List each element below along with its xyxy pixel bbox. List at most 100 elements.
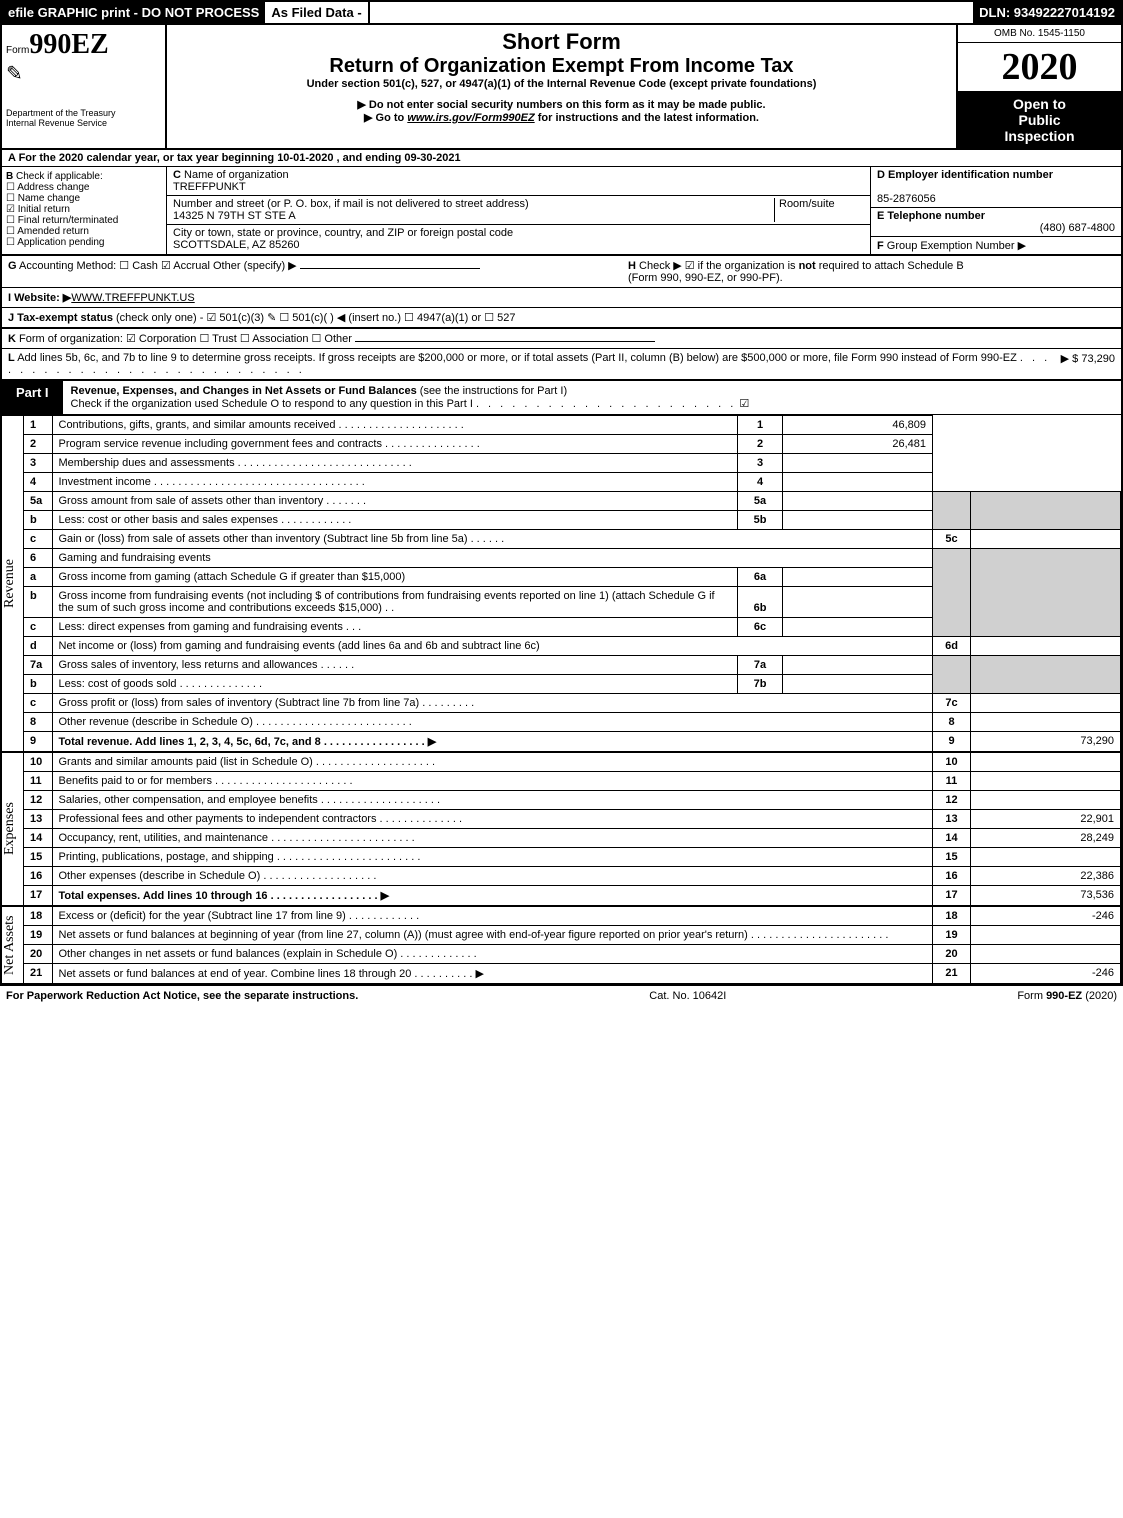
line-desc: Other expenses (describe in Schedule O) … (52, 867, 933, 886)
table-row: cGain or (loss) from sale of assets othe… (24, 530, 1121, 549)
addr-value: 14325 N 79TH ST STE A (173, 210, 296, 222)
e-label: E Telephone number (877, 210, 985, 222)
part1-check-dots: . . . . . . . . . . . . . . . . . . . . … (476, 398, 736, 410)
line-no: 18 (933, 907, 971, 926)
chk-amended[interactable]: ☐ (6, 226, 15, 237)
inner-val (783, 618, 933, 637)
col-d-ein: D Employer identification number 85-2876… (871, 167, 1121, 254)
line-amount: 26,481 (783, 435, 933, 454)
expenses-vlabel: Expenses (2, 752, 24, 906)
line-num: a (24, 568, 52, 587)
line-desc: Printing, publications, postage, and shi… (52, 848, 933, 867)
inner-box: 6a (738, 568, 783, 587)
c-label: C (173, 169, 181, 181)
line-no (933, 656, 971, 675)
line-num: c (24, 694, 52, 713)
line-desc: Net income or (loss) from gaming and fun… (52, 637, 933, 656)
table-row: 2Program service revenue including gover… (24, 435, 1121, 454)
line-desc: Gross income from fundraising events (no… (52, 587, 738, 618)
instructions-post: for instructions and the latest informat… (535, 112, 759, 124)
chk-pending[interactable]: ☐ (6, 237, 15, 248)
line-no: 17 (933, 886, 971, 906)
inner-box: 5b (738, 511, 783, 530)
chk-name[interactable]: ☐ (6, 193, 15, 204)
line-amount (971, 511, 1121, 530)
col-b-checkboxes: B Check if applicable: ☐ Address change … (2, 167, 167, 254)
line-amount: -246 (971, 907, 1121, 926)
line-desc: Total expenses. Add lines 10 through 16 … (52, 886, 933, 906)
line-num: 11 (24, 772, 52, 791)
chk-address[interactable]: ☐ (6, 182, 15, 193)
inner-box: 7b (738, 675, 783, 694)
d-label: D Employer identification number (877, 169, 1053, 181)
g-label: G (8, 260, 17, 272)
inner-val (783, 511, 933, 530)
section-b-row: B Check if applicable: ☐ Address change … (2, 167, 1121, 256)
expenses-section: Expenses 10Grants and similar amounts pa… (2, 752, 1121, 906)
dept-irs: Internal Revenue Service (6, 118, 161, 128)
line-num: 21 (24, 964, 52, 984)
city-block: City or town, state or province, country… (167, 225, 870, 253)
line-no: 3 (738, 454, 783, 473)
line-no: 5c (933, 530, 971, 549)
header-right: OMB No. 1545-1150 2020 Open to Public In… (956, 25, 1121, 148)
line-num: b (24, 675, 52, 694)
row-k-org-form: K Form of organization: ☑ Corporation ☐ … (2, 329, 1121, 349)
line-no (933, 618, 971, 637)
line-amount: 22,386 (971, 867, 1121, 886)
row-g-h: G Accounting Method: ☐ Cash ☑ Accrual Ot… (2, 256, 1121, 288)
line-amount (971, 945, 1121, 964)
instructions-link[interactable]: www.irs.gov/Form990EZ (407, 112, 534, 124)
g-accounting: G Accounting Method: ☐ Cash ☑ Accrual Ot… (2, 256, 622, 287)
line-no: 7c (933, 694, 971, 713)
inner-val (783, 656, 933, 675)
inner-box: 5a (738, 492, 783, 511)
table-row: 17Total expenses. Add lines 10 through 1… (24, 886, 1121, 906)
tax-year: 2020 (958, 43, 1121, 92)
top-bar: efile GRAPHIC print - DO NOT PROCESS As … (0, 0, 1123, 23)
line-desc: Less: cost of goods sold . . . . . . . .… (52, 675, 738, 694)
expenses-table: 10Grants and similar amounts paid (list … (24, 752, 1121, 906)
line-no: 2 (738, 435, 783, 454)
footer-center: Cat. No. 10642I (358, 990, 1017, 1002)
line-desc: Net assets or fund balances at end of ye… (52, 964, 933, 984)
line-desc: Gain or (loss) from sale of assets other… (52, 530, 933, 549)
instructions-note: ▶ Go to www.irs.gov/Form990EZ for instru… (177, 111, 946, 124)
line-amount (971, 694, 1121, 713)
row-a-tax-year: A For the 2020 calendar year, or tax yea… (2, 150, 1121, 167)
part1-check-mark[interactable]: ☑ (739, 397, 749, 410)
netassets-section: Net Assets 18Excess or (deficit) for the… (2, 906, 1121, 984)
chk-initial[interactable]: ☑ (6, 204, 15, 215)
line-desc: Contributions, gifts, grants, and simila… (52, 416, 738, 435)
line-desc: Occupancy, rent, utilities, and maintena… (52, 829, 933, 848)
footer-right-bold: 990-EZ (1046, 990, 1082, 1002)
line-amount (783, 473, 933, 492)
revenue-section: Revenue 1Contributions, gifts, grants, a… (2, 415, 1121, 752)
line-num: 12 (24, 791, 52, 810)
org-name-block: C Name of organization TREFFPUNKT (167, 167, 870, 196)
table-row: 5aGross amount from sale of assets other… (24, 492, 1121, 511)
table-row: 14Occupancy, rent, utilities, and mainte… (24, 829, 1121, 848)
part1-header: Part I Revenue, Expenses, and Changes in… (2, 380, 1121, 415)
chk-final[interactable]: ☐ (6, 215, 15, 226)
table-row: 21Net assets or fund balances at end of … (24, 964, 1121, 984)
line-num: 9 (24, 732, 52, 752)
table-row: 1Contributions, gifts, grants, and simil… (24, 416, 1121, 435)
h-text2: required to attach Schedule B (816, 260, 964, 272)
table-row: 20Other changes in net assets or fund ba… (24, 945, 1121, 964)
h-label: H (628, 260, 636, 272)
form-container: Form990EZ ✎ Department of the Treasury I… (0, 23, 1123, 986)
line-amount (971, 587, 1121, 618)
website-value[interactable]: WWW.TREFFPUNKT.US (71, 292, 194, 304)
inner-box: 6c (738, 618, 783, 637)
sign-icon: ✎ (6, 61, 23, 86)
efile-label: efile GRAPHIC print - DO NOT PROCESS (2, 2, 265, 23)
footer-right-post: (2020) (1082, 990, 1117, 1002)
dln-label: DLN: 93492227014192 (973, 2, 1121, 23)
line-num: 13 (24, 810, 52, 829)
open-to-public: Open to Public Inspection (958, 92, 1121, 148)
line-desc: Gaming and fundraising events (52, 549, 933, 568)
line-amount (971, 753, 1121, 772)
ein-value: 85-2876056 (877, 193, 936, 205)
header-left: Form990EZ ✎ Department of the Treasury I… (2, 25, 167, 148)
